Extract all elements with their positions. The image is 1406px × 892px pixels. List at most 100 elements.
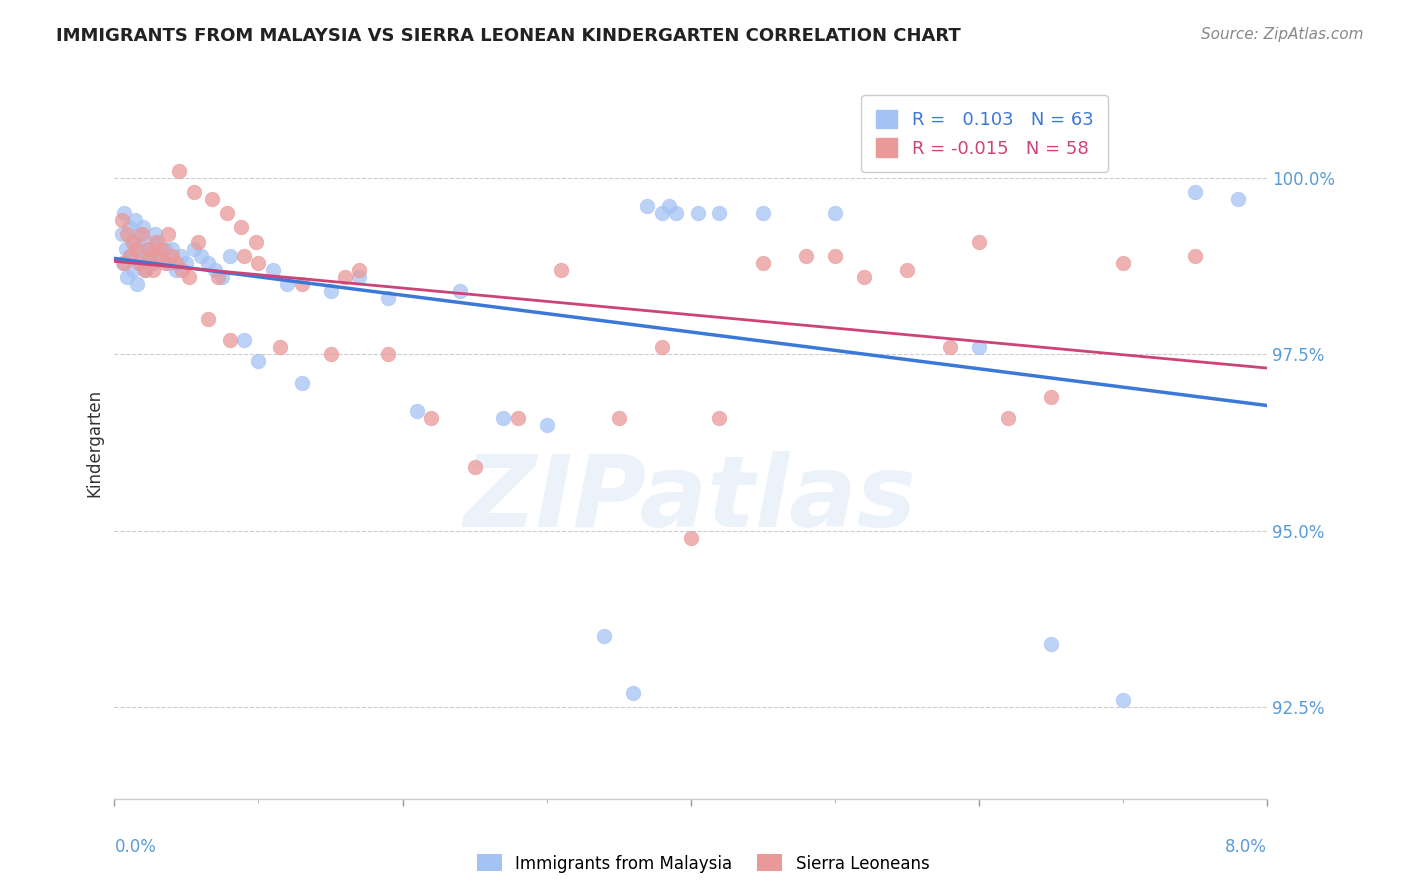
Point: [165, 262, 187, 277]
Point: [165, 255, 187, 269]
Point: [127, 277, 149, 291]
Point: [1227, 192, 1250, 206]
Point: [118, 220, 141, 235]
Point: [142, 255, 165, 269]
Point: [160, 249, 183, 263]
Point: [207, 269, 229, 284]
Point: [1112, 693, 1135, 707]
Point: [536, 417, 558, 432]
Point: [218, 333, 240, 347]
Point: [939, 340, 962, 354]
Point: [117, 269, 139, 284]
Point: [172, 262, 194, 277]
Point: [136, 249, 159, 263]
Point: [122, 235, 145, 249]
Point: [607, 410, 630, 425]
Point: [120, 249, 142, 263]
Point: [211, 269, 233, 284]
Point: [794, 249, 817, 263]
Point: [132, 220, 155, 235]
Point: [115, 242, 138, 256]
Text: ZIPatlas: ZIPatlas: [464, 451, 917, 548]
Point: [136, 242, 159, 256]
Point: [150, 242, 173, 256]
Point: [139, 242, 162, 256]
Point: [117, 227, 139, 242]
Point: [333, 269, 356, 284]
Point: [824, 206, 846, 220]
Point: [709, 410, 731, 425]
Point: [112, 255, 135, 269]
Point: [134, 262, 156, 277]
Point: [349, 269, 371, 284]
Point: [167, 164, 190, 178]
Point: [128, 255, 150, 269]
Point: [131, 227, 153, 242]
Point: [276, 277, 298, 291]
Point: [262, 262, 284, 277]
Point: [153, 255, 176, 269]
Point: [231, 220, 253, 235]
Point: [233, 333, 256, 347]
Point: [319, 347, 342, 361]
Point: [291, 376, 314, 390]
Point: [1184, 185, 1206, 199]
Point: [751, 255, 773, 269]
Point: [204, 262, 226, 277]
Point: [125, 242, 148, 256]
Point: [114, 206, 136, 220]
Point: [114, 255, 136, 269]
Point: [377, 347, 399, 361]
Point: [658, 199, 681, 213]
Point: [852, 269, 875, 284]
Point: [709, 206, 731, 220]
Text: IMMIGRANTS FROM MALAYSIA VS SIERRA LEONEAN KINDERGARTEN CORRELATION CHART: IMMIGRANTS FROM MALAYSIA VS SIERRA LEONE…: [56, 27, 960, 45]
Point: [665, 206, 688, 220]
Point: [420, 410, 443, 425]
Point: [146, 235, 169, 249]
Point: [145, 235, 167, 249]
Point: [190, 249, 212, 263]
Point: [896, 262, 918, 277]
Point: [1184, 249, 1206, 263]
Text: Source: ZipAtlas.com: Source: ZipAtlas.com: [1201, 27, 1364, 42]
Point: [967, 340, 990, 354]
Point: [215, 206, 238, 220]
Point: [124, 213, 146, 227]
Point: [349, 262, 371, 277]
Point: [197, 255, 219, 269]
Point: [156, 227, 179, 242]
Point: [135, 235, 157, 249]
Point: [197, 312, 219, 326]
Point: [128, 227, 150, 242]
Y-axis label: Kindergarten: Kindergarten: [86, 388, 103, 497]
Point: [121, 235, 143, 249]
Point: [245, 235, 267, 249]
Point: [148, 249, 170, 263]
Point: [593, 630, 616, 644]
Point: [636, 199, 658, 213]
Point: [997, 410, 1019, 425]
Point: [506, 410, 529, 425]
Point: [125, 242, 148, 256]
Point: [170, 249, 193, 263]
Point: [751, 206, 773, 220]
Point: [492, 410, 515, 425]
Point: [110, 213, 132, 227]
Point: [651, 340, 673, 354]
Point: [153, 242, 176, 256]
Legend: R =   0.103   N = 63, R = -0.015   N = 58: R = 0.103 N = 63, R = -0.015 N = 58: [862, 95, 1108, 172]
Point: [319, 284, 342, 298]
Point: [1112, 255, 1135, 269]
Point: [131, 242, 153, 256]
Legend: Immigrants from Malaysia, Sierra Leoneans: Immigrants from Malaysia, Sierra Leonean…: [470, 847, 936, 880]
Point: [110, 227, 132, 242]
Point: [247, 255, 270, 269]
Point: [464, 460, 486, 475]
Text: 0.0%: 0.0%: [114, 838, 156, 855]
Point: [550, 262, 572, 277]
Point: [686, 206, 709, 220]
Point: [651, 206, 673, 220]
Point: [233, 249, 256, 263]
Point: [1039, 390, 1062, 404]
